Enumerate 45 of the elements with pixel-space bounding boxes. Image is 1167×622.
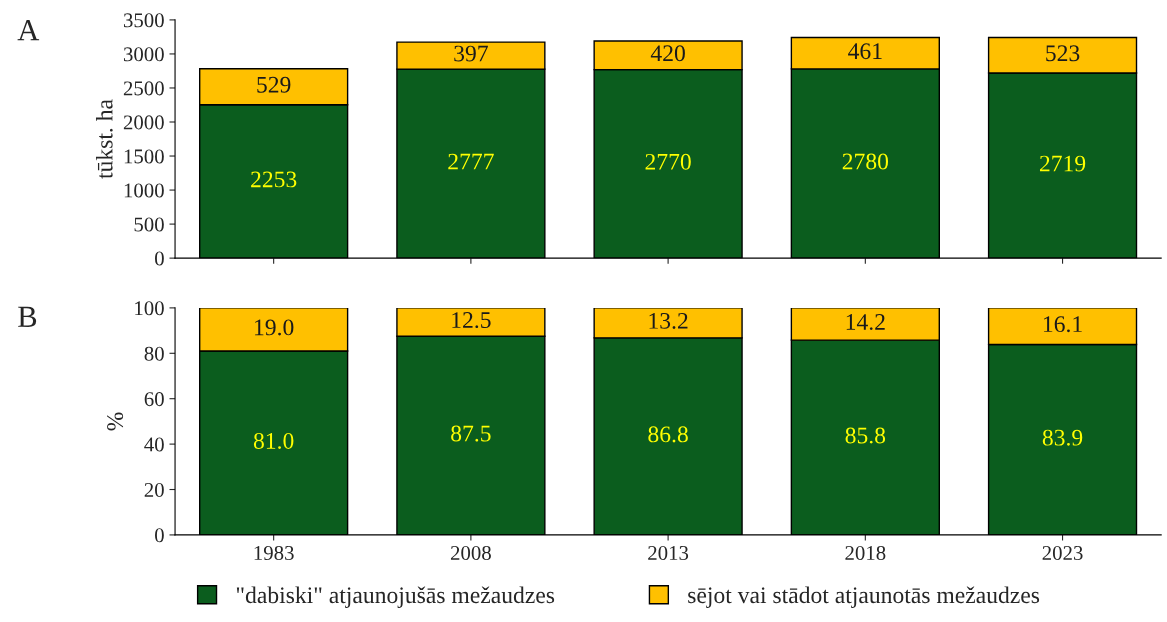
data-label: 81.0 bbox=[253, 432, 294, 449]
data-label: 529 bbox=[257, 76, 291, 93]
y-tick-label: 0 bbox=[155, 251, 164, 266]
data-label: 86.8 bbox=[648, 426, 688, 443]
y-tick-label: 60 bbox=[144, 392, 164, 407]
x-tick-label: 2008 bbox=[450, 545, 491, 560]
y-tick-label: 2500 bbox=[123, 81, 164, 96]
y-tick-label: 1000 bbox=[124, 183, 164, 198]
y-tick-label: 20 bbox=[144, 482, 164, 497]
data-label: 14.2 bbox=[846, 314, 885, 331]
data-label: 83.9 bbox=[1042, 429, 1083, 446]
y-tick-label: 100 bbox=[135, 301, 164, 316]
x-tick-label: 2023 bbox=[1042, 545, 1083, 560]
chart-title: A bbox=[17, 19, 40, 41]
data-label: 523 bbox=[1046, 45, 1080, 62]
y-tick-label: 40 bbox=[144, 437, 164, 452]
x-tick-label: 2013 bbox=[648, 545, 689, 560]
y-tick-label: 500 bbox=[134, 217, 164, 232]
data-label: 2770 bbox=[645, 153, 691, 170]
data-label: 85.8 bbox=[845, 427, 886, 444]
y-tick-label: 3500 bbox=[123, 13, 164, 28]
data-label: 13.2 bbox=[649, 312, 688, 329]
y-tick-label: 1500 bbox=[124, 149, 164, 164]
chart-title: B bbox=[18, 306, 37, 327]
y-tick-label: 0 bbox=[155, 528, 164, 543]
y-axis-title: % bbox=[107, 412, 124, 431]
data-label: 420 bbox=[650, 45, 685, 62]
y-axis-title: tūkst. ha bbox=[96, 99, 113, 179]
y-tick-label: 80 bbox=[144, 346, 164, 361]
data-label: 2780 bbox=[842, 153, 889, 170]
x-tick-label: 1983 bbox=[254, 545, 294, 560]
data-label: 87.5 bbox=[451, 425, 491, 442]
x-tick-label: 2018 bbox=[845, 545, 886, 560]
y-tick-label: 3000 bbox=[123, 47, 164, 62]
y-tick-label: 2000 bbox=[123, 115, 164, 130]
data-label: 397 bbox=[454, 45, 488, 62]
data-label: 12.5 bbox=[452, 312, 491, 329]
legend-label: "dabiski" atjaunojušās mežaudzes bbox=[236, 586, 555, 608]
data-label: 2719 bbox=[1039, 155, 1086, 172]
data-label: 2777 bbox=[448, 153, 494, 170]
data-label: 461 bbox=[848, 43, 882, 60]
data-label: 19.0 bbox=[255, 319, 294, 336]
data-label: 2253 bbox=[251, 171, 297, 188]
data-label: 16.1 bbox=[1043, 316, 1082, 333]
legend-label: sējot vai stādot atjaunotās mežaudzes bbox=[688, 586, 1040, 608]
